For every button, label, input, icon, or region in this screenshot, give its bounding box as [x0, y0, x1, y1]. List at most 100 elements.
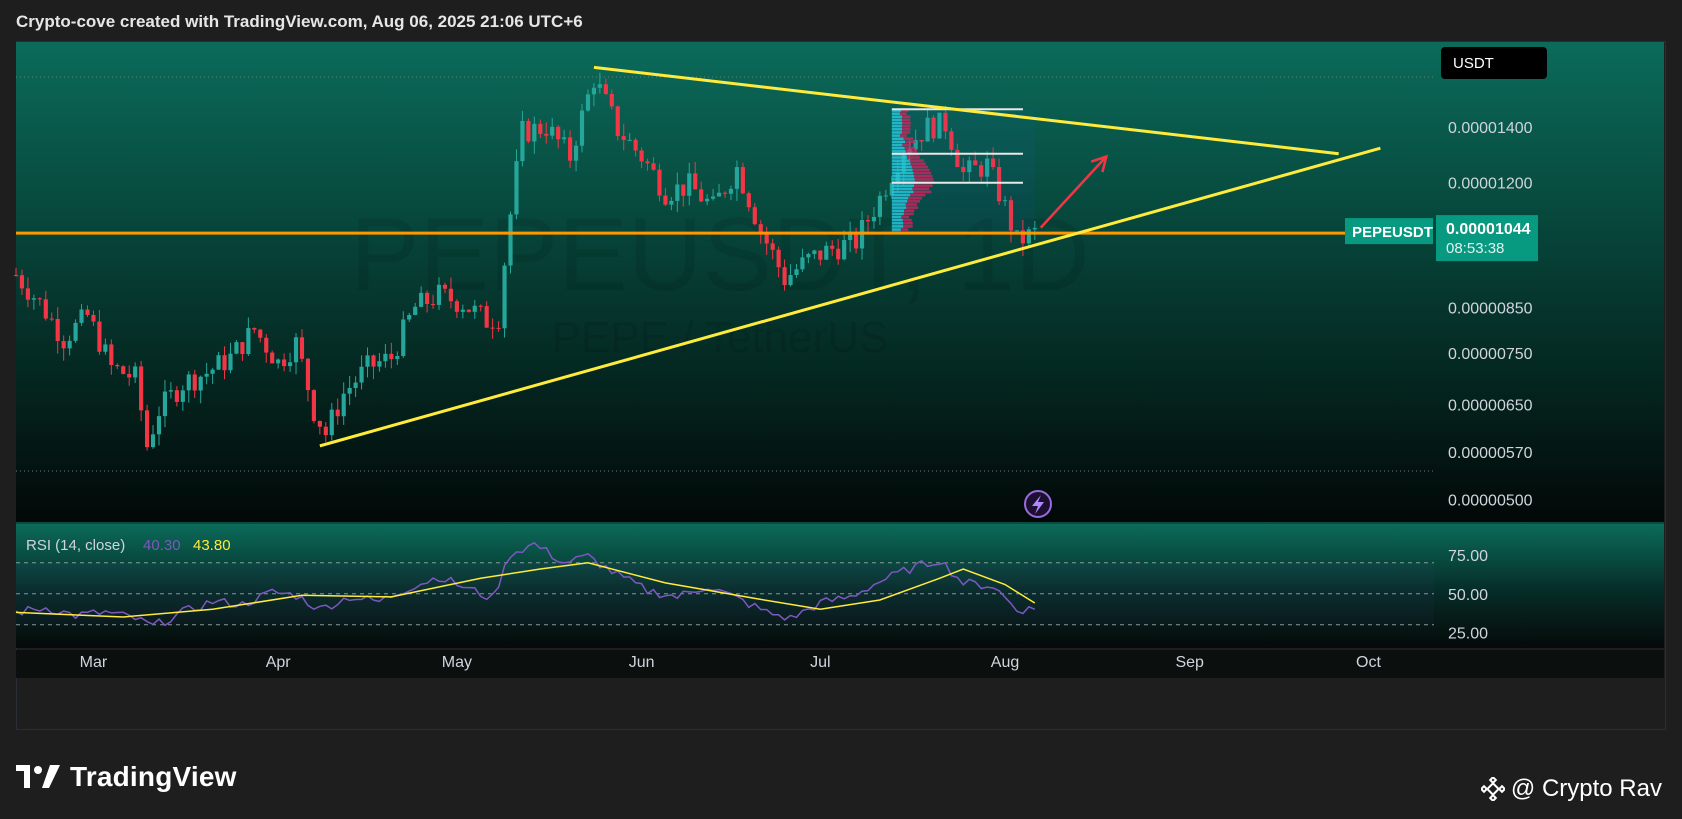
candle: [931, 115, 936, 143]
candle: [663, 187, 668, 206]
volume-profile-up-bar: [891, 221, 904, 225]
symbol-price-label[interactable]: PEPEUSDT 0.00001044 08:53:38: [1345, 215, 1538, 262]
candle: [258, 328, 263, 343]
time-tick-label: Mar: [80, 654, 108, 671]
candle: [371, 354, 376, 380]
currency-badge[interactable]: USDT: [1441, 47, 1547, 79]
candle: [448, 277, 454, 309]
candle-body: [544, 133, 549, 136]
rsi-tick-label: 75.00: [1448, 548, 1488, 565]
candle-body: [996, 167, 1002, 202]
candle: [395, 351, 400, 366]
lower-trendline[interactable]: [319, 146, 1381, 448]
candle: [812, 249, 817, 260]
candle: [293, 333, 299, 375]
candle-body: [639, 150, 644, 162]
candle: [985, 151, 990, 187]
candle-body: [31, 298, 36, 300]
candle: [770, 238, 775, 260]
candle: [705, 194, 710, 206]
watermark-description: PEPE / TetherUS: [552, 313, 889, 362]
projection-arrow[interactable]: [1039, 154, 1109, 229]
candle: [359, 355, 364, 390]
candle: [180, 385, 185, 411]
candle-body: [728, 188, 734, 194]
rsi-line[interactable]: [15, 541, 1036, 627]
candle-body: [419, 292, 424, 307]
candle: [144, 404, 150, 451]
candle-body: [341, 393, 346, 417]
candle: [97, 309, 102, 355]
candle-body: [710, 196, 716, 199]
candle-body: [454, 301, 459, 312]
volume-profile-down-bar: [912, 168, 930, 172]
volume-profile-up-bar: [891, 146, 905, 150]
candle: [842, 230, 847, 261]
candle-body: [788, 274, 793, 286]
candle: [25, 277, 31, 308]
volume-profile-down-bar: [914, 174, 933, 178]
candle: [484, 301, 489, 329]
price-tick-label: 0.00000650: [1448, 398, 1533, 415]
upper-trendline[interactable]: [593, 65, 1339, 156]
candle: [794, 263, 799, 278]
candle: [728, 185, 734, 201]
candle-body: [877, 195, 882, 217]
candle: [943, 105, 948, 140]
candle: [734, 160, 740, 202]
candle-body: [186, 374, 191, 391]
candle-body: [699, 189, 704, 202]
candle: [1026, 226, 1031, 248]
candle: [133, 362, 138, 384]
candle-body: [1014, 230, 1020, 232]
rsi-pane-background: [16, 524, 1664, 648]
candle: [103, 338, 108, 355]
candle-body: [955, 149, 960, 167]
candle: [710, 188, 716, 201]
volume-profile-up-bar: [891, 115, 903, 119]
candle-body: [967, 160, 972, 173]
candle: [91, 310, 96, 326]
price-pane-background: [16, 42, 1664, 522]
candle: [19, 269, 25, 295]
candle: [79, 303, 84, 326]
candle: [436, 277, 442, 310]
volume-profile-down-bar: [913, 190, 932, 194]
volume-profile-up-bar: [891, 190, 914, 194]
volume-profile-up-bar: [891, 156, 908, 159]
chart-footer: TradingView @ Crypto Rav: [0, 731, 1682, 819]
volume-profile-up-bar: [891, 228, 901, 231]
candle: [651, 157, 656, 171]
candle-body: [150, 434, 156, 448]
tradingview-logo[interactable]: TradingView: [16, 761, 237, 793]
candle: [621, 123, 626, 151]
lightning-icon[interactable]: [1024, 490, 1052, 518]
candle-body: [371, 355, 376, 367]
candle: [752, 203, 757, 226]
candle: [579, 103, 585, 153]
candle-body: [871, 216, 877, 222]
candle-body: [1002, 200, 1008, 202]
candle: [633, 137, 638, 157]
symbol-label-box: [1345, 218, 1433, 245]
candle: [139, 360, 144, 422]
candle-body: [722, 192, 728, 194]
volume-profile-up-bar: [891, 209, 905, 213]
candle: [597, 72, 602, 94]
candle: [228, 342, 233, 374]
candle-body: [270, 352, 275, 364]
volume-profile-down-bar: [903, 212, 914, 216]
rsi-legend[interactable]: RSI (14, close) 40.30 43.80: [26, 537, 231, 554]
candle-body: [121, 366, 126, 374]
candle-body: [174, 390, 179, 402]
candle-body: [67, 340, 72, 349]
candle-body: [335, 409, 340, 417]
volume-profile-up-bar: [891, 168, 913, 172]
candle: [925, 109, 930, 142]
candle: [85, 305, 90, 317]
candle-body: [228, 353, 233, 371]
rsi-ma-line[interactable]: [15, 562, 1036, 618]
volume-profile-up-bar: [891, 184, 915, 188]
candle: [365, 347, 370, 378]
